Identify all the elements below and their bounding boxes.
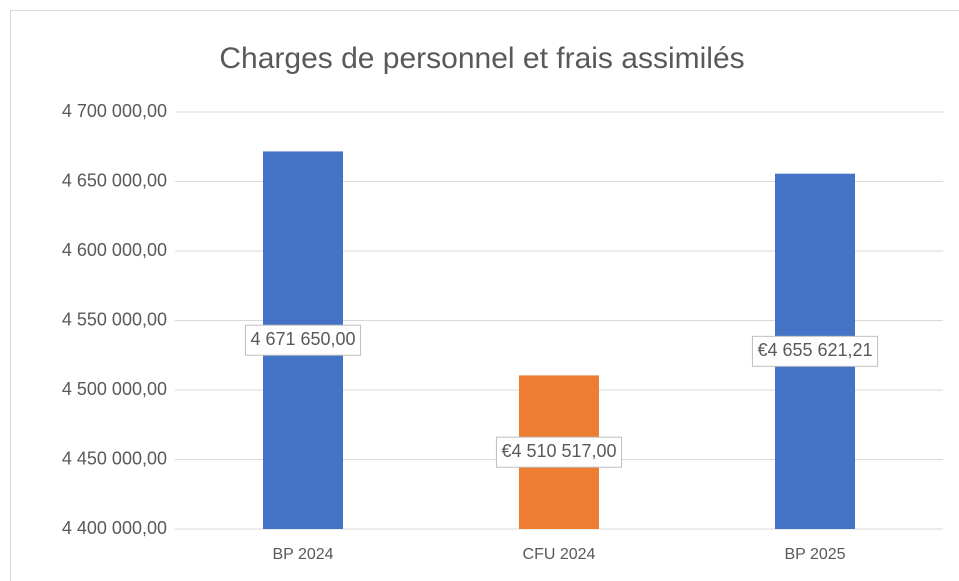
data-label-box [495,436,623,468]
x-tick-label: BP 2024 [272,546,333,563]
chart-title: Charges de personnel et frais assimilés [219,42,744,75]
data-label: 4 671 650,00 [250,329,355,349]
y-tick-label: 4 650 000,00 [62,170,167,190]
data-label-box [244,324,362,356]
data-label-box [751,335,879,367]
data-label: €4 510 517,00 [501,441,616,461]
x-tick-label: BP 2025 [784,546,845,563]
data-label: €4 655 621,21 [757,340,872,360]
y-tick-label: 4 700 000,00 [62,101,167,121]
y-tick-label: 4 450 000,00 [62,448,167,468]
y-tick-label: 4 400 000,00 [62,518,167,538]
x-tick-label: CFU 2024 [523,546,596,563]
y-tick-label: 4 550 000,00 [62,309,167,329]
y-tick-label: 4 500 000,00 [62,379,167,399]
y-tick-label: 4 600 000,00 [62,240,167,260]
